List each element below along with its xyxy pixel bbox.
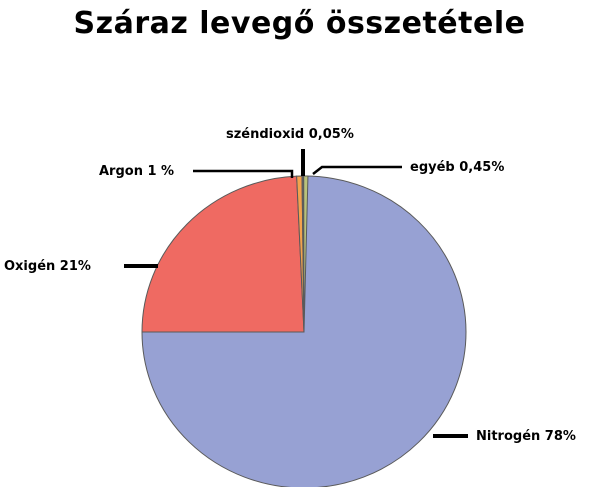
label-argon: Argon 1 % (99, 164, 174, 179)
slice-labels: Nitrogén 78% Oxigén 21% Argon 1 % széndioxi… (4, 127, 576, 444)
chart-title: Száraz levegő összetétele (73, 6, 526, 41)
pie-slices (141, 175, 467, 487)
leader-line (193, 169, 294, 178)
leader-line (312, 165, 402, 175)
leader-lines (124, 149, 468, 438)
label-co2: széndioxid 0,05% (226, 127, 354, 142)
slice-oxygen (141, 175, 305, 333)
label-nitrogen: Nitrogén 78% (476, 429, 576, 444)
label-oxygen: Oxigén 21% (4, 259, 91, 274)
label-other: egyéb 0,45% (410, 160, 504, 175)
